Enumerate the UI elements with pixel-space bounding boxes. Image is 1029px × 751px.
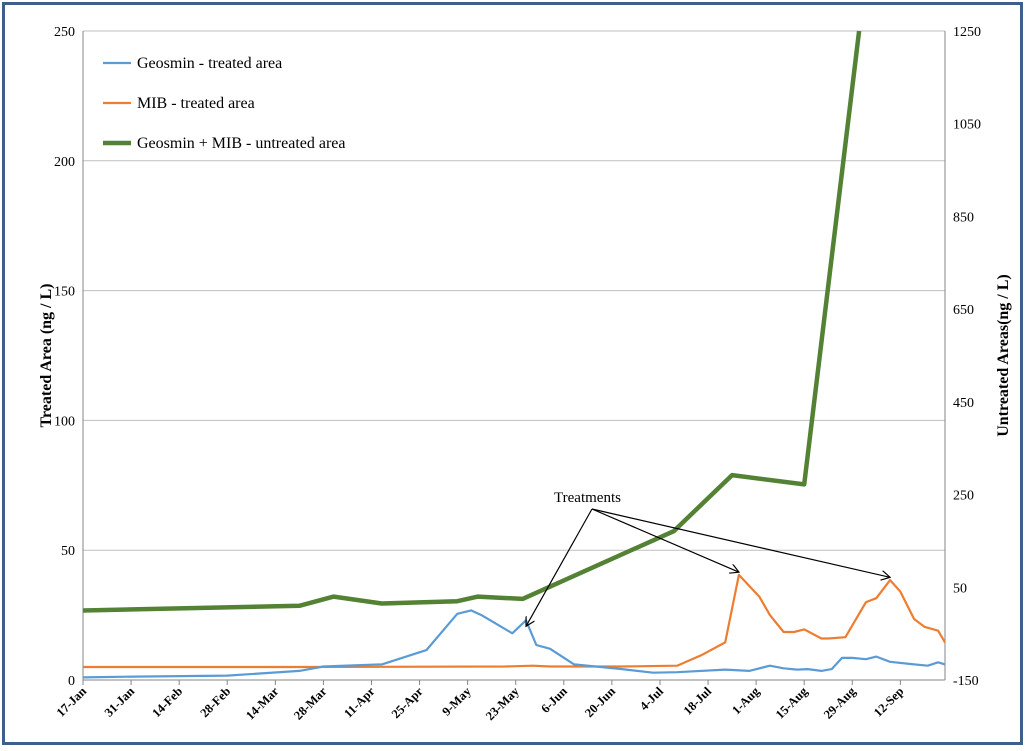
y-tick-label: 100 [54,414,75,429]
series-line-2 [83,30,862,613]
series-line-0 [83,609,945,679]
x-tick-label: 23-May [483,684,522,723]
series-line-1 [83,573,945,669]
x-tick-label: 14-Feb [149,684,185,720]
y-tick-label: 50 [61,544,75,559]
y2-tick-label: 650 [953,303,974,318]
annotation-arrow [526,508,593,626]
legend-entry: Geosmin + MIB - untreated area [137,135,346,152]
x-tick-label: 18-Jul [681,684,715,718]
x-tick-label: 20-Jun [582,684,618,720]
x-tick-label: 15-Aug [773,684,811,722]
y2-tick-label: -150 [953,674,979,689]
x-tick-label: 31-Jan [102,684,137,719]
x-tick-label: 28-Feb [197,684,233,720]
x-tick-label: 9-May [439,684,474,719]
x-tick-label: 6-Jun [538,684,570,716]
y2-axis-title: Untreated Areas(ng / L) [995,274,1012,437]
y-tick-label: 150 [54,285,75,300]
y-axis-title: Treated Area (ng / L) [38,284,55,428]
legend-entry: Geosmin - treated area [137,55,282,72]
axes [82,31,946,685]
annotation-label: Treatments [554,490,621,506]
x-tick-label: 29-Aug [821,684,859,722]
x-tick-label: 12-Sep [871,684,906,719]
y2-tick-label: 1050 [953,118,981,133]
y-tick-label: 0 [68,674,75,689]
x-tick-label: 4-Jul [637,684,666,713]
y-tick-label: 250 [54,25,75,40]
legend: Geosmin - treated area MIB - treated area… [103,55,346,152]
y-tick-label: 200 [54,155,75,170]
x-tick-label: 11-Apr [341,684,378,721]
annotation-arrow [591,508,890,577]
y2-tick-label: 250 [953,489,974,504]
treatments-annotation: Treatments [526,490,890,626]
x-tick-label: 14-Mar [243,684,282,723]
x-tick-label: 28-Mar [291,684,330,723]
x-tick-label: 25-Apr [389,684,426,721]
y2-tick-label: 850 [953,210,974,225]
series-layer [83,30,945,679]
gridlines [83,30,945,551]
y2-tick-label: 50 [953,581,967,596]
legend-entry: MIB - treated area [137,95,255,112]
y2-tick-label: 450 [953,396,974,411]
line-chart: Treatments 0 50 100 150 200 250 -150 50 250 450 65… [38,25,1012,723]
annotation-arrow [591,508,739,572]
x-tick-label: 1-Aug [729,684,763,718]
x-tick-label: 17-Jan [54,684,89,719]
tick-labels: 0 50 100 150 200 250 -150 50 250 450 650 850 1050 125… [38,25,1012,723]
y2-tick-label: 1250 [953,25,981,40]
